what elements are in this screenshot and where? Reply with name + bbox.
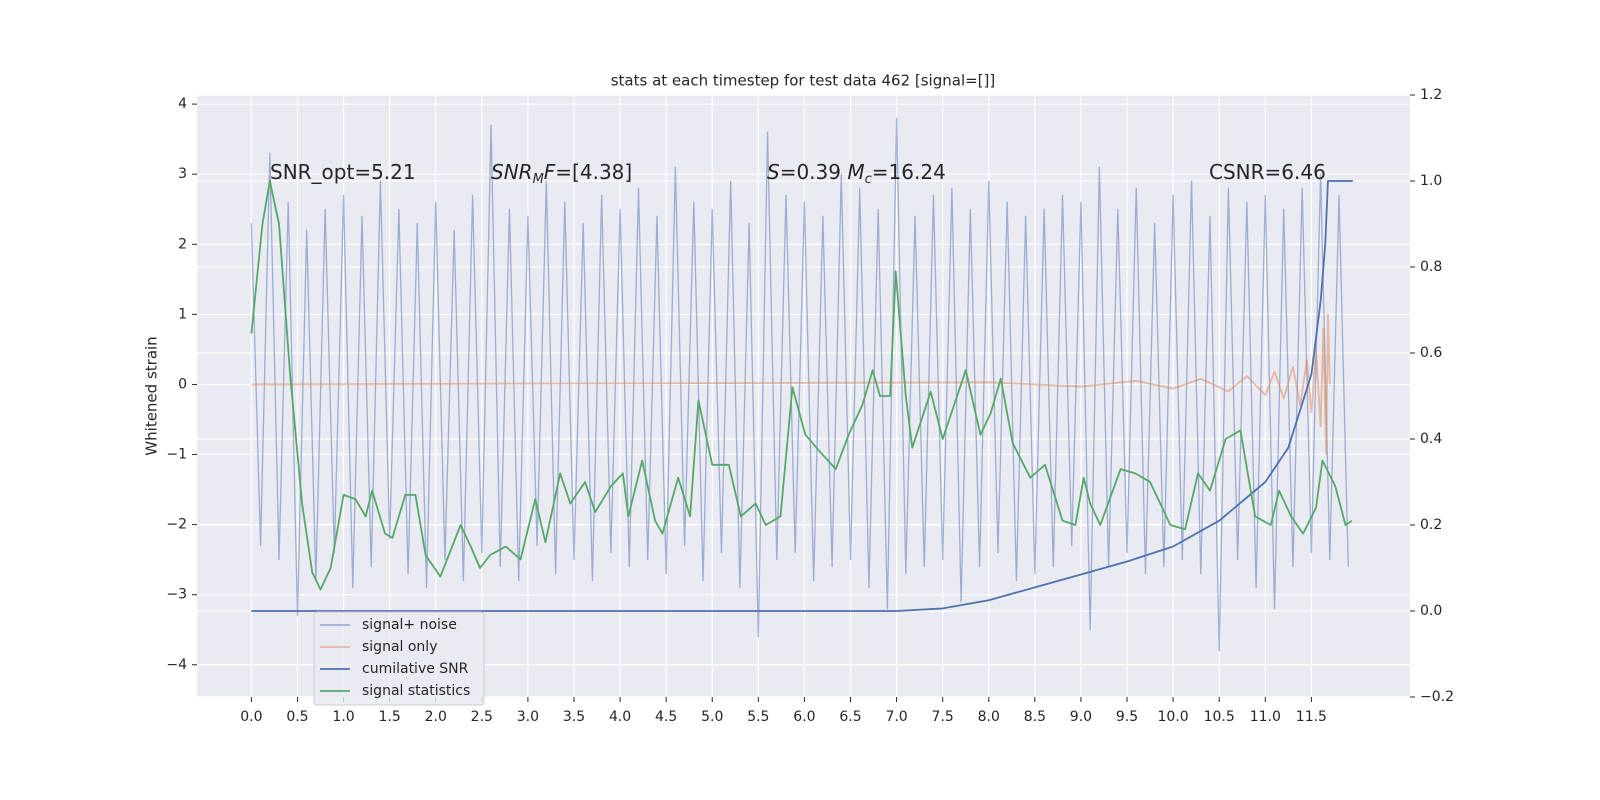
annotation-part: =16.24: [872, 160, 946, 184]
x-tick-label: 3.5: [563, 709, 585, 725]
x-tick-label: 1.0: [332, 709, 354, 725]
x-tick-label: 1.5: [379, 709, 401, 725]
y2-tick-label: 0.6: [1420, 345, 1442, 361]
x-tick-label: 10.0: [1158, 709, 1189, 725]
x-tick-label: 6.0: [793, 709, 815, 725]
x-tick-label: 9.5: [1116, 709, 1138, 725]
y2-tick-label: 0.4: [1420, 431, 1442, 447]
x-tick-label: 8.5: [1024, 709, 1046, 725]
annotation-part: =0.39: [780, 160, 848, 184]
x-tick-label: 0.0: [240, 709, 262, 725]
legend-label: cumilative SNR: [362, 661, 469, 677]
chart-title: stats at each timestep for test data 462…: [611, 72, 996, 90]
annotation-part: SNR: [491, 160, 533, 184]
x-tick-label: 5.0: [701, 709, 723, 725]
y-tick-label: −3: [166, 587, 187, 603]
x-tick-label: 9.0: [1070, 709, 1092, 725]
x-tick-label: 11.5: [1296, 709, 1327, 725]
x-tick-label: 10.5: [1204, 709, 1235, 725]
x-tick-label: 0.5: [286, 709, 308, 725]
y2-tick-label: −0.2: [1420, 689, 1454, 705]
series-line: [251, 313, 1331, 456]
y2-tick-label: 0.2: [1420, 517, 1442, 533]
annotation-part: c: [865, 172, 872, 187]
annotation-part: SNR_opt=5.21: [270, 160, 416, 184]
legend-label: signal statistics: [362, 683, 470, 699]
y-tick-label: −1: [166, 447, 187, 463]
x-tick-label: 6.5: [839, 709, 861, 725]
annotation: SNR_opt=5.21: [270, 160, 416, 184]
legend-label: signal only: [362, 639, 437, 655]
x-tick-label: 4.5: [655, 709, 677, 725]
series-line: [251, 180, 1353, 612]
y-axis-label: Whitened strain: [143, 336, 161, 455]
annotation-part: =[4.38]: [555, 160, 632, 184]
x-tick-label: 4.0: [609, 709, 631, 725]
x-tick-label: 8.0: [978, 709, 1000, 725]
annotation-part: F: [544, 160, 556, 184]
series-line: [250, 180, 1353, 591]
y2-tick-label: 0.8: [1420, 259, 1442, 275]
y-tick-label: 0: [178, 376, 187, 392]
plot-area: [197, 95, 1410, 697]
x-tick-label: 5.5: [747, 709, 769, 725]
y2-tick-label: 1.2: [1420, 87, 1442, 103]
y-tick-label: −4: [166, 657, 187, 673]
y-tick-label: −2: [166, 517, 187, 533]
x-tick-label: 7.0: [885, 709, 907, 725]
annotation-part: M: [533, 172, 544, 187]
annotation: SNRMF=[4.38]: [491, 160, 632, 187]
y-tick-label: 2: [178, 236, 187, 252]
x-tick-label: 2.0: [425, 709, 447, 725]
legend-box: [313, 611, 485, 706]
legend-label: signal+ noise: [362, 617, 457, 633]
annotation-part: CSNR=6.46: [1209, 160, 1326, 184]
annotation-part: M: [847, 160, 864, 184]
y-tick-label: 4: [178, 96, 187, 112]
y2-tick-label: 1.0: [1420, 173, 1442, 189]
annotation-part: S: [767, 160, 780, 184]
annotation: CSNR=6.46: [1209, 160, 1326, 184]
x-tick-label: 11.0: [1250, 709, 1281, 725]
x-tick-label: 3.0: [517, 709, 539, 725]
grid: [197, 94, 1410, 698]
x-tick-label: 7.5: [932, 709, 954, 725]
y2-tick-label: 0.0: [1420, 603, 1442, 619]
annotation: S=0.39 Mc=16.24: [767, 160, 946, 187]
x-tick-label: 2.5: [471, 709, 493, 725]
y-tick-label: 3: [178, 166, 187, 182]
y-tick-label: 1: [178, 306, 187, 322]
series-line: [250, 117, 1349, 652]
